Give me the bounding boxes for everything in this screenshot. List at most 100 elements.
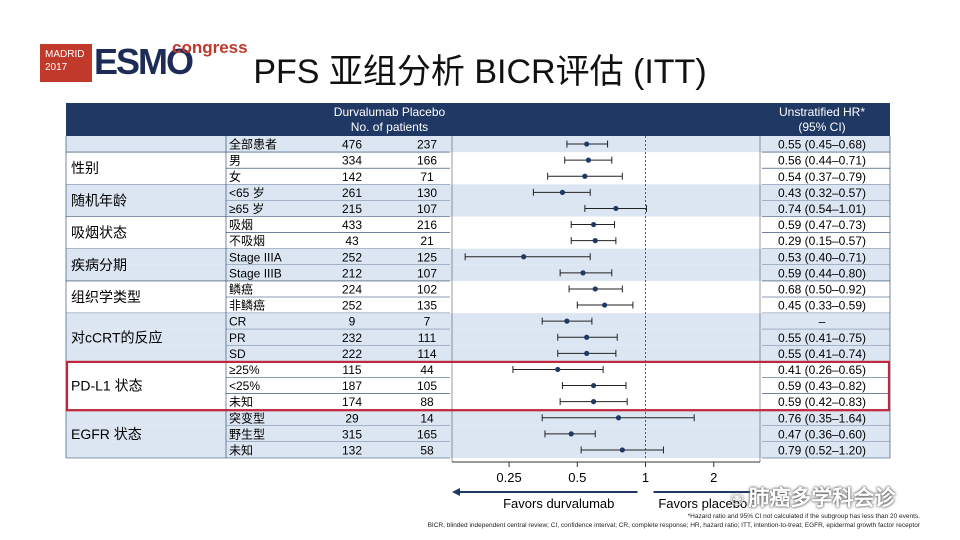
favors-right-label: Favors placebo — [658, 496, 747, 511]
subgroup-label: 男 — [229, 154, 241, 168]
hr-value: 0.68 (0.50–0.92) — [778, 283, 866, 297]
hr-point — [555, 366, 561, 373]
logo-city: MADRID — [45, 49, 85, 60]
hr-value: 0.47 (0.36–0.60) — [778, 427, 866, 441]
subgroup-label: 全部患者 — [229, 137, 277, 152]
hr-point — [582, 173, 588, 179]
durvalumab-count: 222 — [342, 347, 362, 361]
placebo-count: 71 — [420, 170, 434, 184]
group-label: 组织学类型 — [71, 289, 141, 305]
hr-value: 0.41 (0.26–0.65) — [778, 363, 866, 377]
footnote-hr: *Hazard ratio and 95% CI not calculated … — [687, 513, 920, 520]
header-hr: Unstratified HR* — [779, 105, 865, 119]
hr-point — [521, 254, 527, 260]
row-band — [66, 441, 890, 458]
placebo-count: 102 — [417, 283, 437, 297]
hr-point — [580, 270, 586, 276]
hr-value: – — [819, 315, 826, 329]
header-ci: (95% CI) — [798, 120, 845, 134]
durvalumab-count: 43 — [345, 234, 359, 248]
durvalumab-count: 174 — [342, 395, 362, 409]
x-tick-label: 1 — [642, 470, 649, 485]
row-band — [66, 264, 890, 281]
hr-value: 0.29 (0.15–0.57) — [778, 234, 866, 248]
hr-value: 0.53 (0.40–0.71) — [778, 250, 866, 264]
durvalumab-count: 476 — [342, 138, 362, 152]
placebo-count: 216 — [417, 218, 437, 232]
header-patients: No. of patients — [351, 120, 428, 134]
hr-value: 0.79 (0.52–1.20) — [778, 444, 866, 458]
table-header-band — [66, 103, 890, 136]
group-label: 对cCRT的反应 — [71, 329, 163, 345]
placebo-count: 14 — [420, 411, 434, 425]
subgroup-label: Stage IIIB — [229, 266, 282, 280]
placebo-count: 44 — [420, 363, 434, 377]
placebo-count: 237 — [417, 138, 437, 152]
placebo-count: 21 — [420, 234, 434, 248]
durvalumab-count: 115 — [342, 363, 361, 377]
durvalumab-count: 9 — [349, 315, 356, 329]
durvalumab-count: 215 — [342, 202, 362, 216]
placebo-count: 107 — [417, 202, 437, 216]
hr-point — [559, 189, 566, 195]
durvalumab-count: 433 — [342, 218, 362, 232]
durvalumab-count: 187 — [342, 379, 362, 393]
durvalumab-count: 252 — [342, 250, 362, 264]
hr-value: 0.59 (0.47–0.73) — [778, 218, 866, 232]
subgroup-label: 未知 — [229, 444, 253, 458]
hr-point — [592, 286, 598, 292]
x-tick-label: 2 — [710, 470, 717, 485]
durvalumab-count: 334 — [342, 154, 362, 168]
subgroup-label: 不吸烟 — [229, 234, 265, 248]
hr-point — [613, 205, 619, 212]
x-tick-label: 0.25 — [496, 470, 521, 485]
logo-brand: ESMO — [94, 41, 194, 82]
slide-title: PFS 亚组分析 BICR评估 (ITT) — [253, 53, 707, 91]
watermark: ⚇ 肺癌多学科会诊 — [730, 482, 895, 512]
hr-point — [590, 399, 597, 405]
subgroup-label: <65 岁 — [229, 185, 265, 200]
logo-city-box: MADRID 2017 — [40, 44, 92, 82]
durvalumab-count: 224 — [342, 283, 362, 297]
durvalumab-count: 261 — [342, 186, 362, 200]
hr-point — [584, 334, 590, 340]
group-label: EGFR 状态 — [71, 426, 142, 442]
hr-point — [590, 382, 597, 389]
row-band — [66, 409, 890, 426]
group-label: 吸烟状态 — [71, 225, 127, 241]
placebo-count: 114 — [417, 347, 436, 361]
group-label: PD-L1 状态 — [71, 378, 143, 394]
group-label: 性别 — [71, 160, 99, 176]
row-band — [66, 425, 890, 442]
hr-point — [585, 157, 592, 163]
row-band — [66, 200, 890, 217]
logo-year: 2017 — [45, 62, 68, 73]
row-band — [66, 313, 890, 330]
hr-value: 0.76 (0.35–1.64) — [778, 411, 866, 425]
placebo-count: 135 — [417, 299, 437, 313]
durvalumab-count: 29 — [345, 411, 359, 425]
placebo-count: 105 — [417, 379, 437, 393]
placebo-count: 107 — [417, 266, 437, 280]
subgroup-label: 女 — [229, 169, 241, 184]
hr-value: 0.55 (0.41–0.75) — [778, 331, 866, 345]
subgroup-label: 突变型 — [229, 410, 265, 425]
placebo-count: 166 — [417, 154, 437, 168]
placebo-count: 58 — [420, 444, 434, 458]
durvalumab-count: 132 — [342, 444, 362, 458]
subgroup-label: Stage IIIA — [229, 250, 282, 264]
footnote-abbreviations: BICR, blinded independent central review… — [427, 522, 920, 529]
hr-value: 0.59 (0.43–0.82) — [778, 379, 866, 393]
subgroup-label: SD — [229, 347, 246, 361]
hr-point — [584, 350, 590, 356]
subgroup-label: CR — [229, 315, 247, 329]
placebo-count: 165 — [417, 427, 437, 441]
hr-point — [584, 141, 590, 147]
favors-left-arrowhead — [452, 488, 460, 496]
hr-point — [592, 238, 598, 244]
group-label: 随机年龄 — [71, 192, 127, 208]
row-band — [66, 184, 890, 201]
hr-value: 0.59 (0.42–0.83) — [778, 395, 866, 409]
hr-value: 0.59 (0.44–0.80) — [778, 266, 866, 280]
